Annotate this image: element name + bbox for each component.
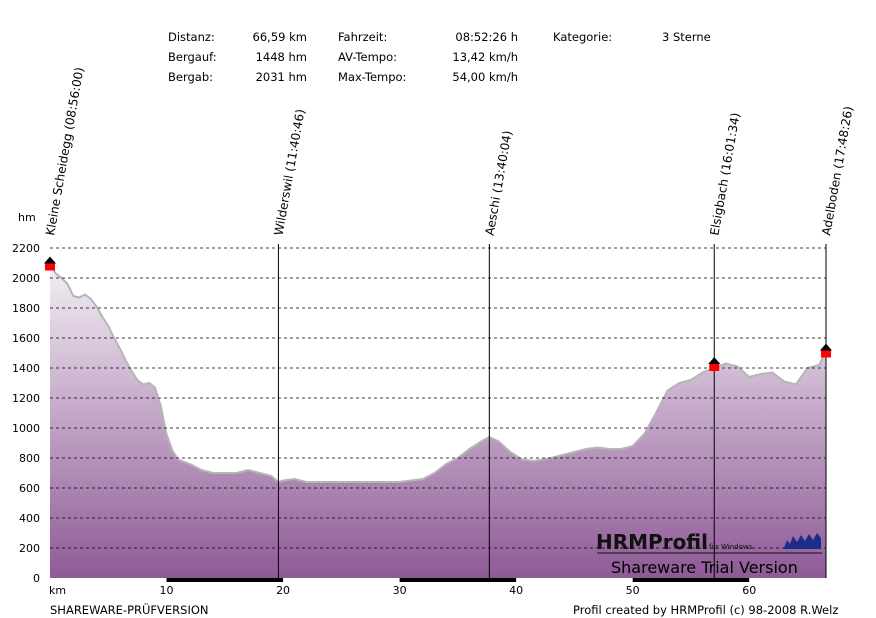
y-tick-label: 2000 xyxy=(12,272,40,285)
waypoint-marker-roof xyxy=(708,357,721,364)
distance-label: Distanz: xyxy=(168,30,215,44)
y-tick-label: 1000 xyxy=(12,422,40,435)
watermark-trial-text: Shareware Trial Version xyxy=(611,558,798,577)
x-axis-band xyxy=(166,578,284,582)
waypoint-label: Aeschi (13:40:04) xyxy=(483,129,515,236)
time-value: 08:52:26 h xyxy=(455,30,518,44)
watermark-mountain-icon xyxy=(784,533,821,549)
ascent-label: Bergauf: xyxy=(168,50,217,64)
x-tick-label: 40 xyxy=(509,584,523,597)
x-tick-label: 50 xyxy=(626,584,640,597)
distance-value: 66,59 km xyxy=(252,30,307,44)
waypoint-marker xyxy=(709,364,720,371)
y-tick-label: 1200 xyxy=(12,392,40,405)
y-tick-label: 0 xyxy=(33,572,40,585)
waypoint-label: Adelboden (17:48:26) xyxy=(819,105,856,236)
watermark-logo-sub: für Windows xyxy=(709,543,753,551)
waypoint-marker xyxy=(821,350,831,358)
x-axis-band xyxy=(632,578,750,582)
waypoint-label: Wilderswil (11:40:46) xyxy=(272,108,308,237)
credits-text: Profil created by HRMProfil (c) 98-2008 … xyxy=(573,603,839,617)
category-value: 3 Sterne xyxy=(662,30,711,44)
watermark-logo: HRMProfil xyxy=(596,530,708,554)
max-speed-value: 54,00 km/h xyxy=(452,70,518,84)
y-axis-label: hm xyxy=(18,211,36,224)
avg-speed-value: 13,42 km/h xyxy=(452,50,518,64)
category-label: Kategorie: xyxy=(553,30,613,44)
x-tick-label: 30 xyxy=(393,584,407,597)
time-label: Fahrzeit: xyxy=(338,30,388,44)
x-axis-band xyxy=(399,578,517,582)
waypoint-marker-roof xyxy=(820,343,832,351)
descent-value: 2031 hm xyxy=(255,70,307,84)
x-tick-label: 10 xyxy=(160,584,174,597)
waypoint-label: Kleine Scheidegg (08:56:00) xyxy=(43,66,86,236)
y-tick-label: 1800 xyxy=(12,302,40,315)
avg-speed-label: AV-Tempo: xyxy=(338,50,397,64)
y-tick-label: 1600 xyxy=(12,332,40,345)
waypoint-label: Elsigbach (16:01:34) xyxy=(707,112,742,237)
elevation-area xyxy=(50,264,826,578)
waypoint-marker xyxy=(45,263,55,271)
elevation-line xyxy=(49,263,827,484)
y-tick-label: 600 xyxy=(19,482,40,495)
y-tick-label: 200 xyxy=(19,542,40,555)
ascent-value: 1448 hm xyxy=(255,50,307,64)
x-axis-label: km xyxy=(49,584,66,597)
waypoint-marker-roof xyxy=(44,256,56,264)
y-tick-label: 2200 xyxy=(12,242,40,255)
y-tick-label: 800 xyxy=(19,452,40,465)
descent-label: Bergab: xyxy=(168,70,214,84)
max-speed-label: Max-Tempo: xyxy=(338,70,407,84)
y-tick-label: 400 xyxy=(19,512,40,525)
x-tick-label: 60 xyxy=(742,584,756,597)
y-tick-label: 1400 xyxy=(12,362,40,375)
x-tick-label: 20 xyxy=(276,584,290,597)
shareware-notice: SHAREWARE-PRÜFVERSION xyxy=(50,603,209,617)
